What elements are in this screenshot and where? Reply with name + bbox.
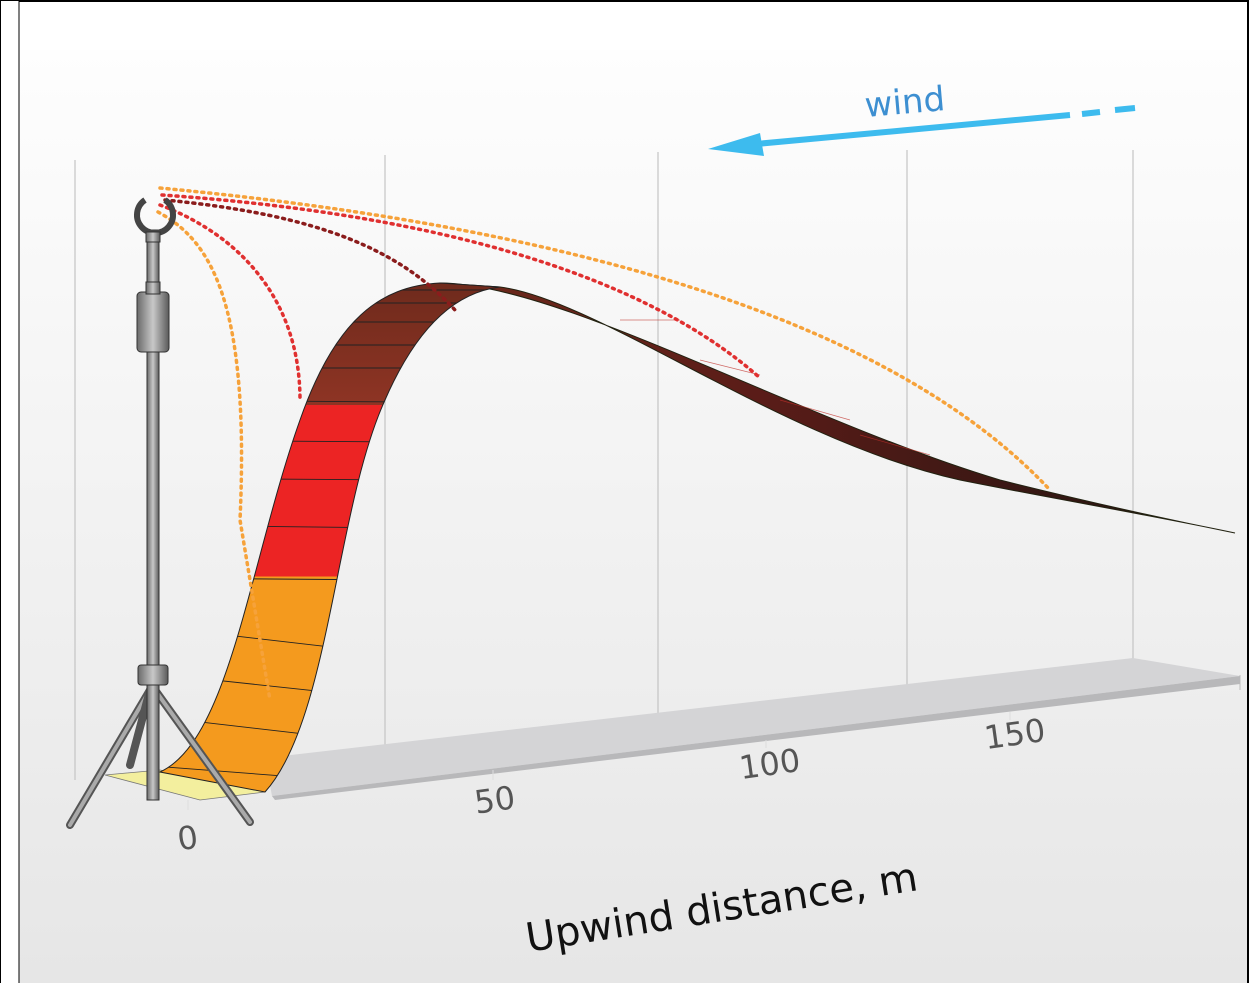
page: {"wind_label": "wind", "axis": {"label":… — [0, 0, 1249, 983]
tick-label: 50 — [472, 778, 518, 821]
footprint-diagram: wind 0 50 100 150 Upwind distance, m — [0, 0, 1249, 983]
left-margin — [1, 1, 19, 983]
wind-label: wind — [863, 79, 947, 126]
top-band — [0, 0, 1249, 50]
